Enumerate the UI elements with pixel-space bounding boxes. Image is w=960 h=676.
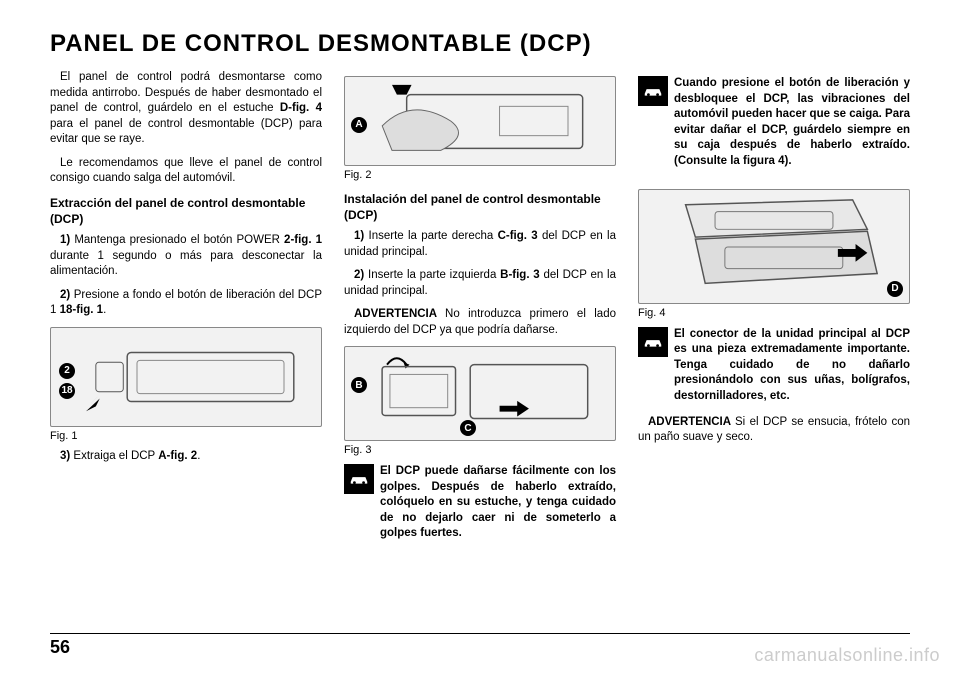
car-warning-icon: [638, 76, 668, 106]
num: 2): [354, 269, 368, 281]
ref: 18-fig. 1: [60, 304, 103, 316]
text: Mantenga presionado el botón POWER: [74, 234, 284, 246]
num: 1): [60, 234, 74, 246]
num: 3): [60, 450, 73, 462]
step-1: 1) Mantenga presionado el botón POWER 2-…: [50, 233, 322, 280]
text: Inserte la parte derecha: [369, 230, 498, 242]
step-2: 2) Presione a fondo el botón de liberaci…: [50, 288, 322, 319]
text: durante 1 segundo o más para desconectar…: [50, 250, 322, 278]
figure-4: D: [638, 189, 910, 304]
figure-3: B C: [344, 346, 616, 441]
ref: C-fig. 3: [498, 230, 538, 242]
fig1-svg: [51, 328, 321, 426]
fig1-caption: Fig. 1: [50, 429, 322, 444]
install-2: 2) Inserte la parte izquierda B-fig. 3 d…: [344, 268, 616, 299]
warning-1: El DCP puede dañarse fá­cilmente con los…: [344, 464, 616, 542]
fig3-caption: Fig. 3: [344, 443, 616, 458]
subhead-extraction: Extracción del panel de control desmonta…: [50, 195, 322, 227]
advertencia-2: ADVERTENCIA Si el DCP se ensucia, frótel…: [638, 415, 910, 446]
warning-3: El conector de la unidad principal al DC…: [638, 327, 910, 405]
text: Extraiga el DCP: [73, 450, 158, 462]
figure-1: 2 18: [50, 327, 322, 427]
ref: A-fig. 2: [158, 450, 197, 462]
column-1: El panel de control podrá desmontarse co…: [50, 70, 322, 656]
fig2-svg: [345, 77, 615, 165]
column-3: Cuando presione el botón de liberación y…: [638, 70, 910, 656]
warning-2: Cuando presione el botón de liberación y…: [638, 76, 910, 169]
page-title: PANEL DE CONTROL DESMONTABLE (DCP): [50, 30, 910, 58]
advertencia-1: ADVERTENCIA No introduzca primero el lad…: [344, 307, 616, 338]
text: .: [197, 450, 200, 462]
intro-para-2: Le recomendamos que lleve el panel de co…: [50, 156, 322, 187]
column-2: A Fig. 2 Instalación del panel de contro…: [344, 70, 616, 656]
badge-2: 2: [59, 363, 75, 379]
fig2-caption: Fig. 2: [344, 168, 616, 183]
warning-3-text: El conector de la unidad principal al DC…: [674, 327, 910, 405]
ref: 2-fig. 1: [284, 234, 322, 246]
fig3-svg: [345, 347, 615, 440]
text: para el panel de control desmontable (DC…: [50, 118, 322, 146]
step-3: 3) Extraiga el DCP A-fig. 2.: [50, 449, 322, 465]
car-warning-icon: [638, 327, 668, 357]
label: ADVERTENCIA: [354, 308, 445, 320]
fig4-caption: Fig. 4: [638, 306, 910, 321]
watermark: carmanualsonline.info: [754, 645, 940, 666]
subhead-install: Instalación del panel de control desmont…: [344, 191, 616, 223]
text: Inserte la parte izquierda: [368, 269, 500, 281]
ref: D-fig. 4: [280, 102, 322, 114]
badge-d: D: [887, 281, 903, 297]
columns: El panel de control podrá desmontarse co…: [50, 70, 910, 656]
badge-18: 18: [59, 383, 75, 399]
num: 1): [354, 230, 369, 242]
text: .: [103, 304, 106, 316]
footer-rule: [50, 633, 910, 634]
car-warning-icon: [344, 464, 374, 494]
ref: B-fig. 3: [500, 269, 540, 281]
badge-a: A: [351, 117, 367, 133]
intro-para-1: El panel de control podrá desmontarse co…: [50, 70, 322, 148]
warning-1-text: El DCP puede dañarse fá­cilmente con los…: [380, 464, 616, 542]
warning-2-text: Cuando presione el botón de liberación y…: [674, 76, 910, 169]
install-1: 1) Inserte la parte derecha C-fig. 3 del…: [344, 229, 616, 260]
fig4-svg: [639, 190, 909, 303]
page: PANEL DE CONTROL DESMONTABLE (DCP) El pa…: [50, 30, 910, 656]
page-number: 56: [50, 637, 70, 658]
num: 2): [60, 289, 74, 301]
label: ADVERTENCIA: [648, 416, 735, 428]
figure-2: A: [344, 76, 616, 166]
